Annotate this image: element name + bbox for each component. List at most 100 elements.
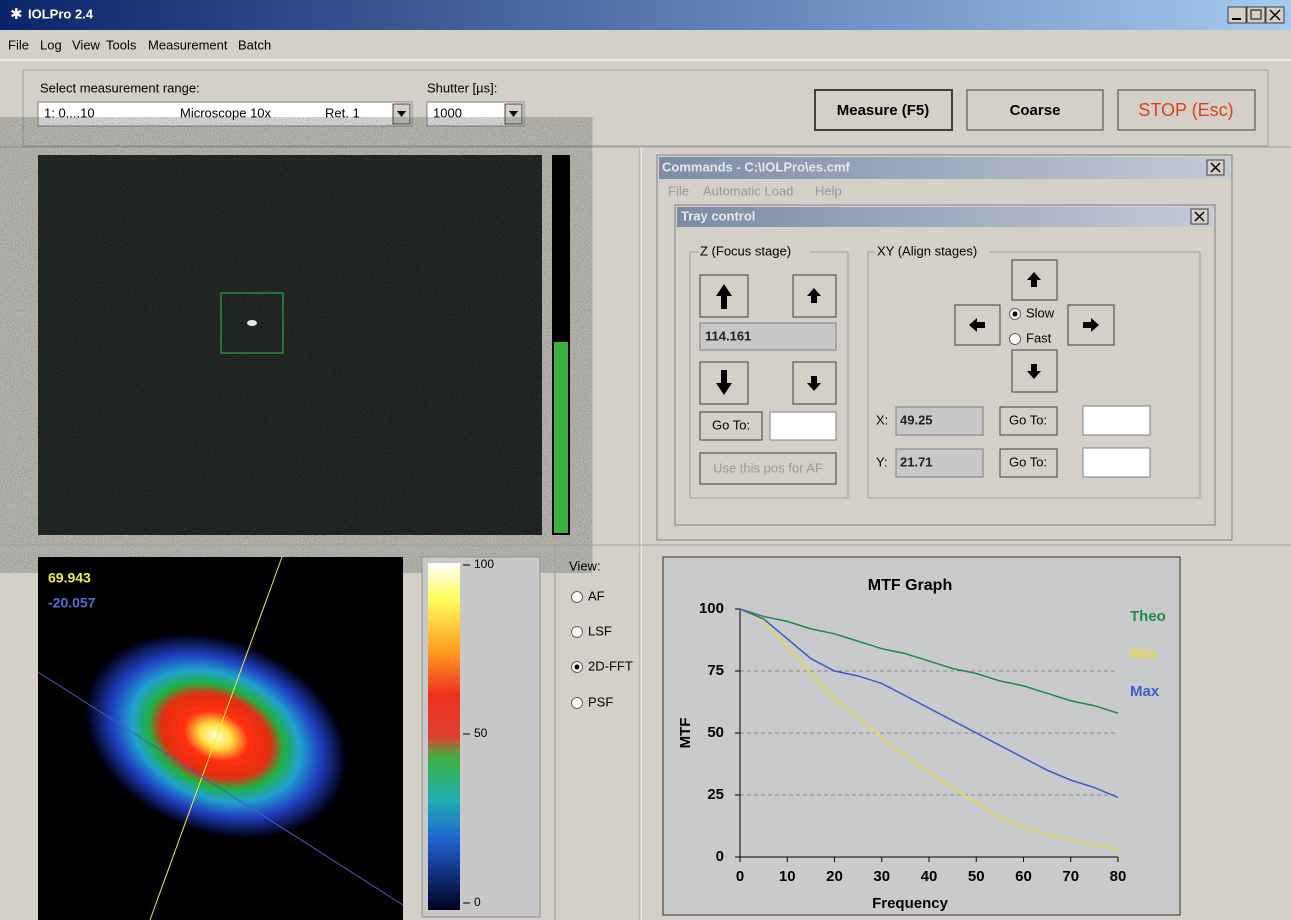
x-goto-button[interactable] xyxy=(999,406,1058,436)
axis-line xyxy=(149,556,283,920)
psf-value: -20.057 xyxy=(48,595,96,611)
goto-label: Go To: xyxy=(712,417,750,432)
radio-label: 2D-FFT xyxy=(588,658,633,673)
use-pos-label: Use this pos for AF xyxy=(713,460,823,475)
radio-label: PSF xyxy=(588,694,613,709)
x-tick-label: 40 xyxy=(921,868,938,885)
spot xyxy=(247,320,257,326)
view-label: View: xyxy=(569,558,601,573)
radio-button[interactable] xyxy=(571,591,583,603)
stop-button[interactable] xyxy=(1117,89,1256,131)
coarse-button[interactable] xyxy=(966,89,1104,131)
menu-item[interactable]: Help xyxy=(815,183,842,198)
toolbar-panel xyxy=(22,69,1269,147)
menu-item[interactable]: Measurement xyxy=(148,37,228,52)
y-value: 21.71 xyxy=(900,454,933,469)
x-tick-label: 80 xyxy=(1110,868,1127,885)
radio-dot xyxy=(1012,311,1018,317)
y-tick-label: 100 xyxy=(699,600,724,617)
x-tick-label: 30 xyxy=(873,868,890,885)
y-axis-label: MTF xyxy=(677,718,694,749)
minimize-button[interactable] xyxy=(1227,6,1247,24)
speed-options: Slow Fast xyxy=(1009,305,1055,345)
menu-item[interactable]: View xyxy=(72,37,101,52)
roi-box xyxy=(220,292,284,354)
menu-item[interactable]: File xyxy=(668,183,689,198)
x-tick-label: 60 xyxy=(1015,868,1032,885)
x-goto-input[interactable] xyxy=(1082,405,1151,436)
legend-entry: Theo xyxy=(1130,608,1166,625)
radio-label: Fast xyxy=(1026,330,1052,345)
x-tick-label: 20 xyxy=(826,868,843,885)
chart-panel xyxy=(662,556,1181,916)
y-goto-button[interactable] xyxy=(999,448,1058,478)
xy-group xyxy=(867,251,1201,499)
chart-title: MTF Graph xyxy=(868,577,952,594)
colorbar-tick-label: 50 xyxy=(474,726,488,740)
axis-line xyxy=(37,671,404,906)
stop-label: STOP (Esc) xyxy=(1138,100,1233,120)
menu-item[interactable]: Log xyxy=(40,37,62,52)
maximize-button[interactable] xyxy=(1246,6,1266,24)
window-title: IOLPro 2.4 xyxy=(28,6,94,21)
y-tick-label: 0 xyxy=(716,848,724,865)
measure-button[interactable] xyxy=(814,89,953,131)
z-group-label: Z (Focus stage) xyxy=(700,243,791,258)
y-tick-label: 25 xyxy=(707,786,724,803)
x-left[interactable] xyxy=(954,304,1001,346)
goto-label: Go To: xyxy=(1009,412,1047,427)
x-tick-label: 0 xyxy=(736,868,744,885)
x-tick-label: 70 xyxy=(1062,868,1079,885)
radio-dot xyxy=(574,664,580,670)
x-label: X: xyxy=(876,412,888,427)
series-line xyxy=(739,608,1119,851)
app-icon: ✱ xyxy=(10,6,23,23)
use-pos-button[interactable] xyxy=(699,452,837,485)
menu-item[interactable]: File xyxy=(8,37,29,52)
z-value-box xyxy=(699,322,837,351)
colorbar-ticks: 100 50 0 xyxy=(463,557,494,909)
series-line xyxy=(739,608,1119,714)
plot: 0 25 50 75 100 0 10 20 30 40 50 60 70 80 Theo Min Max xyxy=(699,600,1166,885)
x-value-box xyxy=(895,406,984,436)
z-goto-button[interactable] xyxy=(699,411,763,441)
radio-label: LSF xyxy=(588,623,612,638)
level-fill xyxy=(554,342,568,533)
psf-heatmap xyxy=(85,634,347,838)
radio-label: Slow xyxy=(1026,305,1055,320)
colorbar-tick-label: 100 xyxy=(474,557,494,571)
commands-title: Commands - C:\IOLPro\es.cmf xyxy=(662,159,850,174)
menu-item[interactable]: Tools xyxy=(106,37,137,52)
y-tick-label: 50 xyxy=(707,724,724,741)
shutter-value: 1000 xyxy=(433,105,462,120)
y-value-box xyxy=(895,448,984,478)
shutter-label: Shutter [µs]: xyxy=(427,80,497,95)
menu-item[interactable]: Batch xyxy=(238,37,271,52)
range-label: Select measurement range: xyxy=(40,80,200,95)
view-options: AF LSF 2D-FFT PSF xyxy=(571,588,633,709)
tray-title: Tray control xyxy=(681,208,755,223)
radio-label: AF xyxy=(588,588,605,603)
range-value: Ret. 1 xyxy=(325,105,360,120)
window-controls[interactable] xyxy=(1227,6,1285,24)
x-value: 49.25 xyxy=(900,412,933,427)
title-bar xyxy=(0,0,1291,30)
xy-group-label: XY (Align stages) xyxy=(877,243,977,258)
y-goto-input[interactable] xyxy=(1082,447,1151,478)
radio-button[interactable] xyxy=(1009,333,1021,345)
radio-button[interactable] xyxy=(571,697,583,709)
z-goto-input[interactable] xyxy=(769,411,837,441)
coarse-label: Coarse xyxy=(1010,102,1061,119)
y-label: Y: xyxy=(876,454,888,469)
legend-entry: Max xyxy=(1130,683,1160,700)
z-value: 114.161 xyxy=(705,328,751,343)
legend-entry: Min xyxy=(1130,645,1156,662)
psf-value: 69.943 xyxy=(48,570,91,586)
radio-button[interactable] xyxy=(571,626,583,638)
colorbar xyxy=(428,563,460,910)
menu-item[interactable]: Automatic Load xyxy=(703,183,793,198)
commands-menu: File Automatic Load Help xyxy=(668,183,842,198)
range-combo[interactable] xyxy=(37,101,413,127)
x-tick-label: 10 xyxy=(779,868,796,885)
